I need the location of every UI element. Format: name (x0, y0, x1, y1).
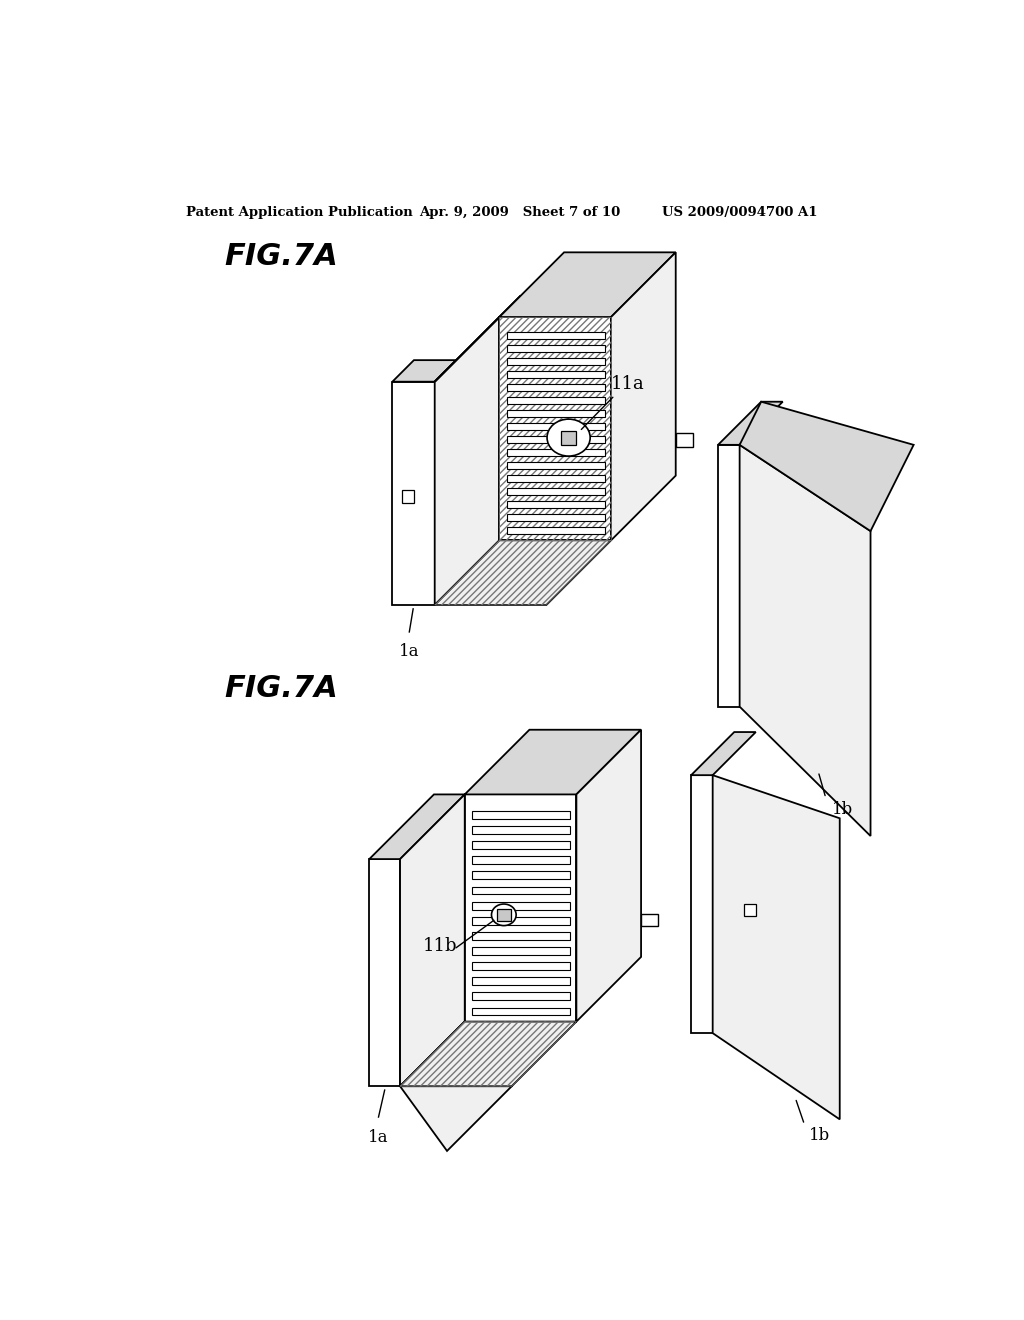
Polygon shape (676, 433, 692, 446)
Polygon shape (392, 381, 435, 605)
Text: Apr. 9, 2009   Sheet 7 of 10: Apr. 9, 2009 Sheet 7 of 10 (419, 206, 621, 219)
Text: 1b: 1b (809, 1127, 830, 1144)
Text: US 2009/0094700 A1: US 2009/0094700 A1 (662, 206, 817, 219)
Polygon shape (507, 437, 605, 444)
Polygon shape (465, 795, 577, 1022)
Polygon shape (507, 424, 605, 430)
Polygon shape (472, 932, 570, 940)
Polygon shape (507, 346, 605, 352)
Polygon shape (435, 317, 500, 605)
Text: Patent Application Publication: Patent Application Publication (186, 206, 413, 219)
Polygon shape (401, 490, 414, 503)
Text: 11a: 11a (611, 375, 645, 393)
Polygon shape (507, 528, 605, 535)
Polygon shape (691, 775, 713, 1034)
Polygon shape (691, 733, 756, 775)
Polygon shape (500, 317, 611, 540)
Polygon shape (718, 401, 782, 445)
Polygon shape (507, 411, 605, 417)
Polygon shape (472, 857, 570, 865)
Text: 1a: 1a (369, 1129, 389, 1146)
Text: 11b: 11b (423, 937, 458, 954)
Polygon shape (743, 904, 756, 916)
Polygon shape (472, 962, 570, 970)
Polygon shape (472, 917, 570, 924)
Polygon shape (400, 1022, 512, 1151)
Polygon shape (435, 296, 521, 381)
Polygon shape (400, 1022, 577, 1086)
Polygon shape (739, 445, 870, 836)
Polygon shape (507, 515, 605, 521)
Polygon shape (507, 462, 605, 469)
Polygon shape (507, 449, 605, 457)
Ellipse shape (492, 904, 516, 925)
Polygon shape (472, 993, 570, 1001)
Polygon shape (577, 730, 641, 1022)
Ellipse shape (547, 420, 590, 457)
Polygon shape (465, 730, 641, 795)
Polygon shape (507, 475, 605, 482)
Polygon shape (507, 384, 605, 391)
Polygon shape (641, 913, 658, 927)
Polygon shape (561, 430, 577, 445)
Polygon shape (611, 252, 676, 540)
Polygon shape (507, 397, 605, 404)
Polygon shape (472, 841, 570, 849)
Polygon shape (507, 371, 605, 379)
Polygon shape (507, 488, 605, 495)
Polygon shape (507, 359, 605, 366)
Polygon shape (472, 871, 570, 879)
Polygon shape (370, 859, 400, 1086)
Text: 1b: 1b (833, 800, 853, 817)
Polygon shape (472, 887, 570, 895)
Polygon shape (739, 401, 913, 531)
Polygon shape (507, 333, 605, 339)
Text: FIG.7A: FIG.7A (224, 242, 338, 271)
Polygon shape (507, 502, 605, 508)
Text: 1a: 1a (399, 644, 420, 660)
Polygon shape (370, 795, 465, 859)
Polygon shape (713, 775, 840, 1119)
Polygon shape (472, 946, 570, 954)
Polygon shape (400, 795, 465, 1086)
Polygon shape (500, 252, 676, 317)
Polygon shape (435, 540, 611, 605)
Polygon shape (472, 1007, 570, 1015)
Polygon shape (392, 360, 457, 381)
Text: FIG.7A: FIG.7A (224, 675, 338, 704)
Polygon shape (497, 908, 511, 921)
Polygon shape (472, 977, 570, 985)
Polygon shape (718, 445, 739, 706)
Polygon shape (472, 902, 570, 909)
Polygon shape (472, 826, 570, 834)
Polygon shape (472, 810, 570, 818)
